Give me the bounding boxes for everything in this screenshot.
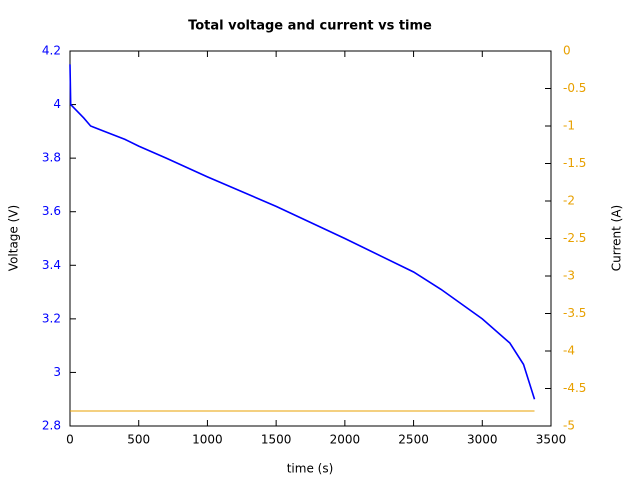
y2-tick-label: -3 xyxy=(563,269,575,283)
y2-tick-label: -2.5 xyxy=(563,231,586,245)
y-tick-label: 3.8 xyxy=(42,151,61,165)
y2-tick-label: -4.5 xyxy=(563,381,586,395)
x-tick-label: 500 xyxy=(127,433,150,447)
y-tick-label: 3 xyxy=(53,365,61,379)
x-tick-label: 3000 xyxy=(467,433,498,447)
x-tick-label: 0 xyxy=(66,433,74,447)
y2-tick-label: -5 xyxy=(563,419,575,433)
x-tick-label: 1500 xyxy=(261,433,292,447)
x-tick-label: 2500 xyxy=(398,433,429,447)
chart-title: Total voltage and current vs time xyxy=(188,19,432,34)
y2-tick-label: -3.5 xyxy=(563,306,586,320)
y2-tick-label: -2 xyxy=(563,194,575,208)
y2-axis-label: Current (A) xyxy=(610,205,624,271)
x-tick-label: 1000 xyxy=(192,433,223,447)
y2-tick-label: -1 xyxy=(563,119,575,133)
x-axis-label: time (s) xyxy=(287,462,334,476)
x-tick-label: 3500 xyxy=(536,433,567,447)
plot-frame xyxy=(69,50,552,427)
y2-tick-label: -1.5 xyxy=(563,156,586,170)
data-line xyxy=(69,64,536,400)
y-axis-label: Voltage (V) xyxy=(7,205,21,271)
y-tick-label: 4.2 xyxy=(42,44,61,58)
y-tick-label: 4 xyxy=(53,97,61,111)
y2-tick-label: -0.5 xyxy=(563,81,586,95)
y-tick-label: 3.2 xyxy=(42,311,61,325)
y2-tick-label: 0 xyxy=(563,44,571,58)
y-tick-label: 3.6 xyxy=(42,204,61,218)
x-tick-label: 2000 xyxy=(330,433,361,447)
y-tick-label: 3.4 xyxy=(42,258,61,272)
y-tick-label: 2.8 xyxy=(42,419,61,433)
y2-tick-label: -4 xyxy=(563,344,575,358)
